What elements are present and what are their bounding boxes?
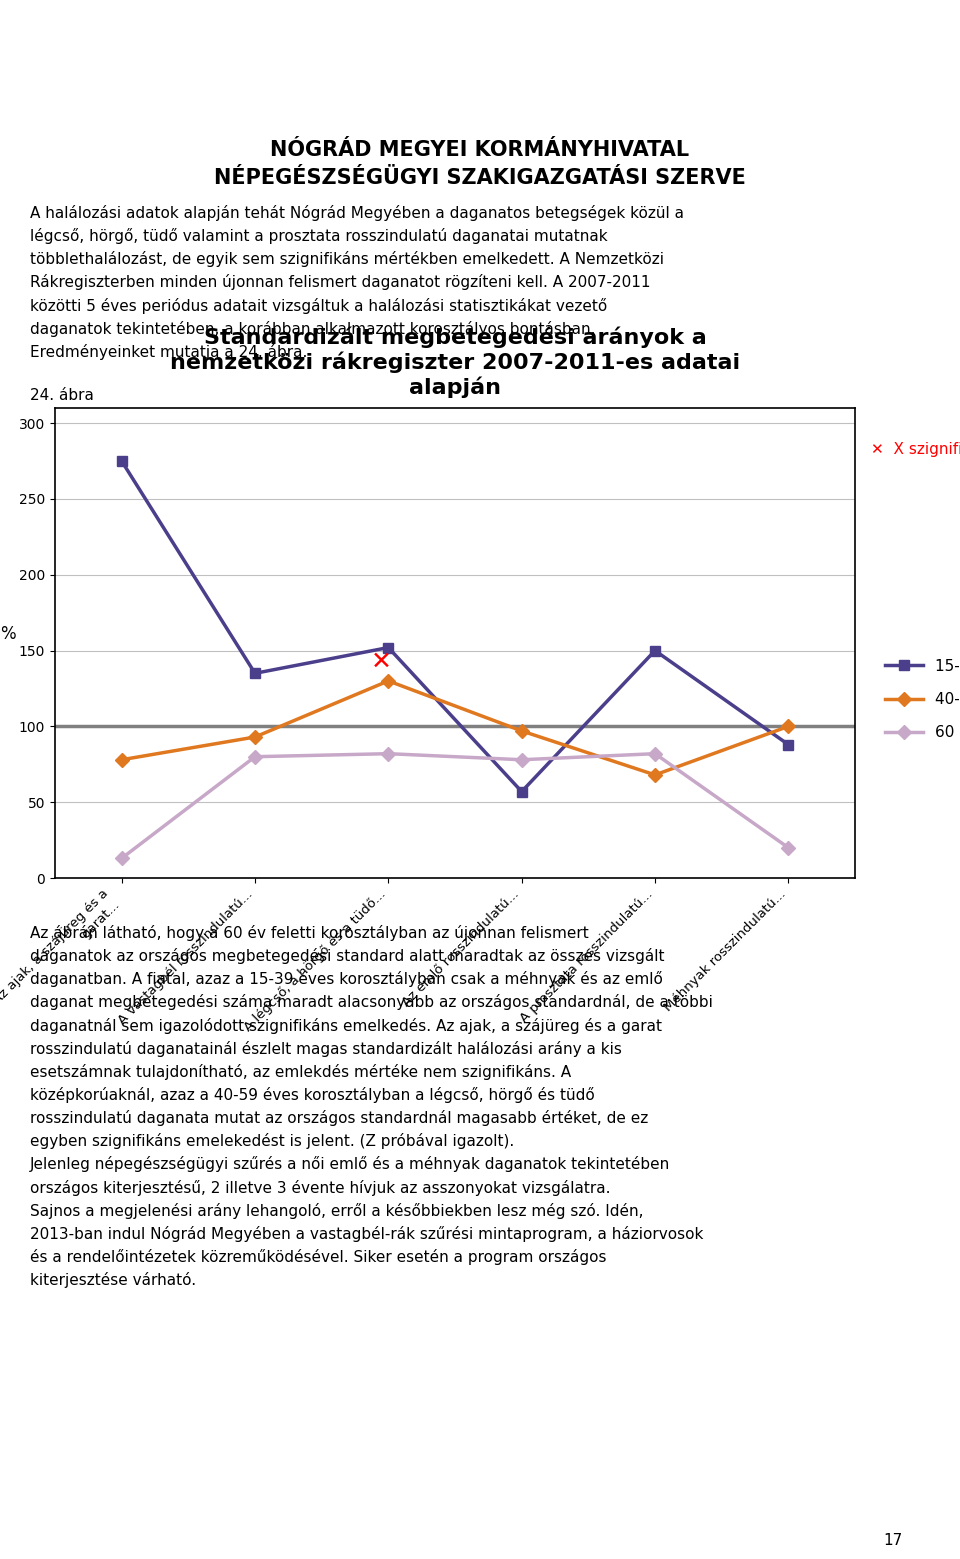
Line: 60 év felett: 60 év felett [117,748,793,864]
60 év felett [782,839,794,857]
15-39 év [250,664,261,683]
Text: 17: 17 [883,1532,902,1548]
Line: 40-59 év: 40-59 év [117,677,793,780]
40-59 év [649,765,660,784]
60 év felett [516,750,527,769]
Text: A halálozási adatok alapján tehát Nógrád Megyében a daganatos betegségek közül a: A halálozási adatok alapján tehát Nógrád… [30,204,684,360]
15-39 év [383,638,395,656]
Y-axis label: %: % [0,625,15,642]
60 év felett [116,850,128,868]
Text: NÉPEGÉSZSÉGÜGYI SZAKIGAZGATÁSI SZERVE: NÉPEGÉSZSÉGÜGYI SZAKIGAZGATÁSI SZERVE [214,168,746,189]
40-59 év [116,750,128,769]
Line: 15-39 év: 15-39 év [117,457,793,797]
15-39 év [649,641,660,659]
Title: Standardizált megbetegedési arányok a
nemzetközi rákregiszter 2007-2011-es adata: Standardizált megbetegedési arányok a ne… [170,327,740,398]
Text: 24. ábra: 24. ábra [30,388,94,402]
40-59 év [250,728,261,747]
60 év felett [383,744,395,762]
Text: ✕  X szignifikáns eltérés: ✕ X szignifikáns eltérés [871,441,960,457]
60 év felett [649,744,660,762]
Legend: 15-39 év, 40-59 év, 60 év felett: 15-39 év, 40-59 év, 60 év felett [878,653,960,747]
60 év felett [250,747,261,765]
Text: ✕: ✕ [372,649,393,673]
15-39 év [782,736,794,755]
40-59 év [383,672,395,691]
40-59 év [516,722,527,741]
Text: NÓGRÁD MEGYEI KORMÁNYHIVATAL: NÓGRÁD MEGYEI KORMÁNYHIVATAL [271,140,689,161]
15-39 év [516,783,527,801]
15-39 év [116,452,128,471]
40-59 év [782,717,794,736]
Text: Az ábrán látható, hogy a 60 év feletti korosztályban az újonnan felismert
dagana: Az ábrán látható, hogy a 60 év feletti k… [30,924,713,1288]
